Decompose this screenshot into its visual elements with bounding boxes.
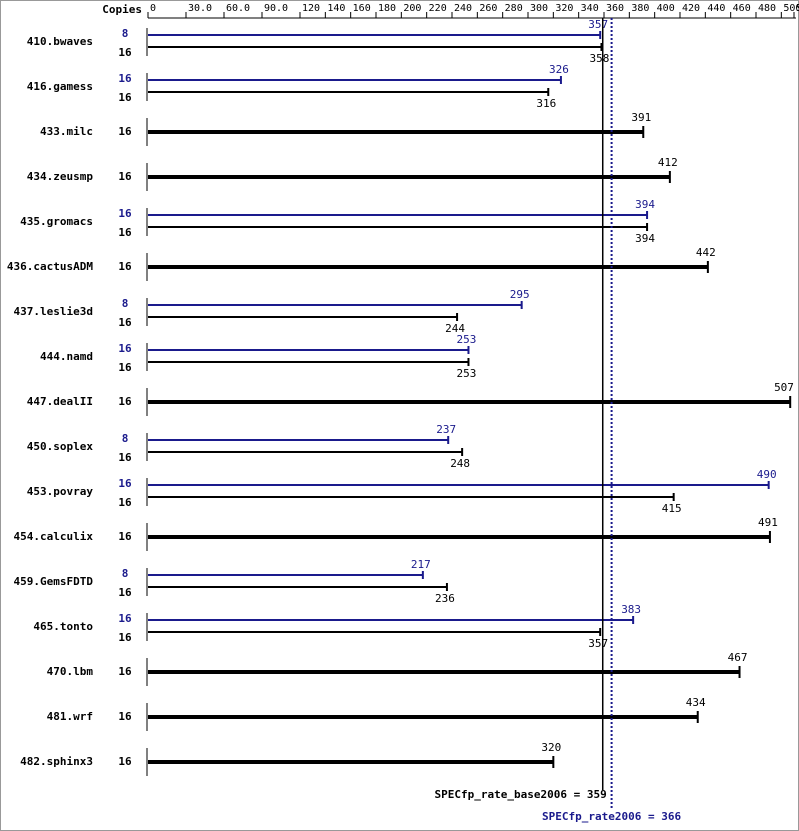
base-copies: 16	[118, 226, 132, 239]
peak-copies: 8	[122, 297, 129, 310]
peak-value-label: 326	[549, 63, 569, 76]
x-tick-label: 120	[302, 3, 320, 14]
base-value-label: 244	[445, 322, 465, 335]
benchmark-name: 470.lbm	[47, 665, 94, 678]
peak-copies: 16	[118, 207, 132, 220]
benchmark-name: 450.soplex	[27, 440, 94, 453]
x-tick-label: 280	[505, 3, 523, 14]
base-copies: 16	[118, 46, 132, 59]
x-tick-label: 360	[606, 3, 624, 14]
x-tick-label: 460	[733, 3, 751, 14]
peak-value-label: 357	[588, 18, 608, 31]
base-copies: 16	[118, 631, 132, 644]
base-copies: 16	[118, 755, 132, 768]
x-tick-label: 90.0	[264, 3, 288, 14]
peak-value-label: 383	[621, 603, 641, 616]
x-tick-label: 140	[327, 3, 345, 14]
axis-label: Copies	[102, 3, 142, 16]
base-value-label: 467	[728, 651, 748, 664]
x-tick-label: 60.0	[226, 3, 250, 14]
peak-copies: 8	[122, 27, 129, 40]
peak-value-label: 217	[411, 558, 431, 571]
peak-copies: 16	[118, 612, 132, 625]
base-value-label: 236	[435, 592, 455, 605]
base-value-label: 491	[758, 516, 778, 529]
benchmark-name: 437.leslie3d	[14, 305, 93, 318]
x-tick-label: 180	[378, 3, 396, 14]
x-tick-label: 500	[783, 3, 799, 14]
benchmark-name: 436.cactusADM	[7, 260, 93, 273]
peak-copies: 8	[122, 567, 129, 580]
x-tick-label: 320	[555, 3, 573, 14]
base-copies: 16	[118, 125, 132, 138]
base-value-label: 442	[696, 246, 716, 259]
benchmark-name: 454.calculix	[14, 530, 94, 543]
base-value-label: 394	[635, 232, 655, 245]
x-tick-label: 30.0	[188, 3, 212, 14]
base-value-label: 320	[541, 741, 561, 754]
reference-label: SPECfp_rate2006 = 366	[542, 810, 681, 823]
peak-copies: 16	[118, 342, 132, 355]
benchmark-name: 433.milc	[40, 125, 93, 138]
benchmark-name: 482.sphinx3	[20, 755, 93, 768]
x-tick-label: 380	[631, 3, 649, 14]
base-copies: 16	[118, 395, 132, 408]
base-value-label: 253	[457, 367, 477, 380]
base-value-label: 507	[774, 381, 794, 394]
peak-value-label: 253	[457, 333, 477, 346]
base-copies: 16	[118, 451, 132, 464]
base-value-label: 415	[662, 502, 682, 515]
peak-copies: 16	[118, 72, 132, 85]
peak-value-label: 237	[436, 423, 456, 436]
base-copies: 16	[118, 530, 132, 543]
x-tick-label: 400	[657, 3, 675, 14]
benchmark-name: 410.bwaves	[27, 35, 93, 48]
benchmark-name: 453.povray	[27, 485, 94, 498]
base-value-label: 248	[450, 457, 470, 470]
benchmark-name: 459.GemsFDTD	[14, 575, 94, 588]
base-copies: 16	[118, 361, 132, 374]
benchmark-name: 465.tonto	[33, 620, 93, 633]
base-copies: 16	[118, 665, 132, 678]
benchmark-name: 416.gamess	[27, 80, 93, 93]
x-tick-label: 300	[530, 3, 548, 14]
x-tick-label: 0	[150, 3, 156, 14]
base-copies: 16	[118, 710, 132, 723]
base-copies: 16	[118, 316, 132, 329]
benchmark-name: 435.gromacs	[20, 215, 93, 228]
x-tick-label: 200	[403, 3, 421, 14]
peak-copies: 16	[118, 477, 132, 490]
benchmark-name: 481.wrf	[47, 710, 93, 723]
benchmark-name: 434.zeusmp	[27, 170, 94, 183]
base-value-label: 316	[536, 97, 556, 110]
base-value-label: 412	[658, 156, 678, 169]
peak-value-label: 295	[510, 288, 530, 301]
x-tick-label: 340	[581, 3, 599, 14]
base-value-label: 358	[590, 52, 610, 65]
x-tick-label: 160	[353, 3, 371, 14]
peak-value-label: 394	[635, 198, 655, 211]
base-value-label: 391	[631, 111, 651, 124]
x-tick-label: 420	[682, 3, 700, 14]
x-tick-label: 480	[758, 3, 776, 14]
x-tick-label: 260	[479, 3, 497, 14]
x-tick-label: 220	[429, 3, 447, 14]
base-copies: 16	[118, 260, 132, 273]
x-tick-label: 510	[796, 3, 799, 14]
benchmark-name: 444.namd	[40, 350, 93, 363]
base-copies: 16	[118, 496, 132, 509]
reference-label: SPECfp_rate_base2006 = 359	[435, 788, 607, 801]
x-tick-label: 240	[454, 3, 472, 14]
base-value-label: 434	[686, 696, 706, 709]
base-copies: 16	[118, 91, 132, 104]
peak-value-label: 490	[757, 468, 777, 481]
base-copies: 16	[118, 586, 132, 599]
base-copies: 16	[118, 170, 132, 183]
base-value-label: 357	[588, 637, 608, 650]
x-tick-label: 440	[707, 3, 725, 14]
peak-copies: 8	[122, 432, 129, 445]
benchmark-name: 447.dealII	[27, 395, 93, 408]
